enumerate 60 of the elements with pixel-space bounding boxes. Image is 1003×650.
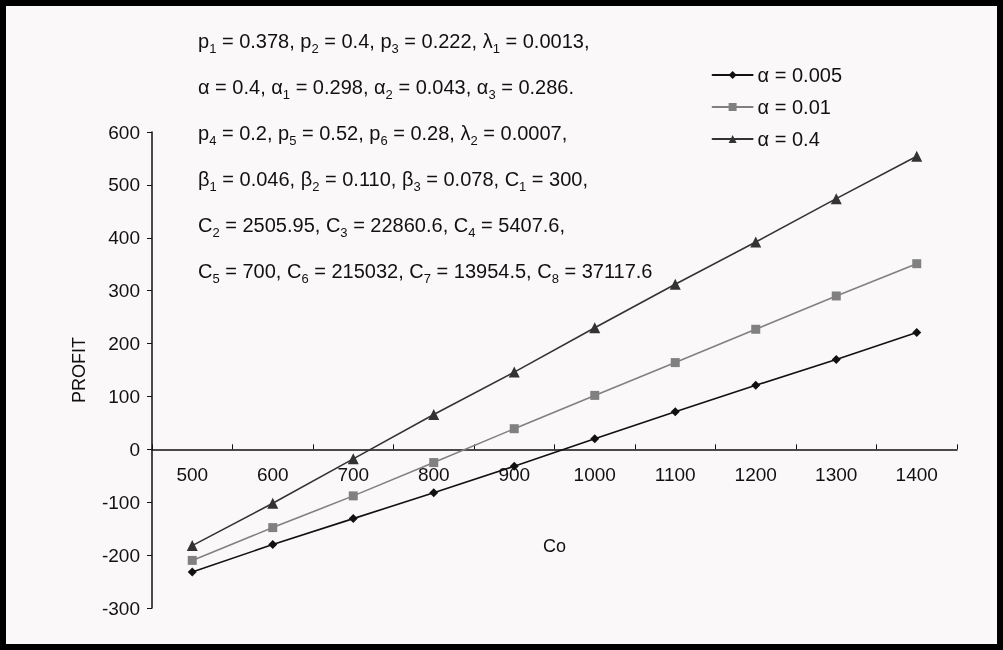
point (509, 424, 519, 434)
point (508, 366, 520, 378)
annotation: C$_{2}$ = 2505.95, C$_{3}$ = 22860.6, C$_{4}$ = 5407.6, (198, 213, 566, 242)
x-axis-title: Co (542, 536, 567, 557)
point (830, 193, 842, 205)
x-tick-label: 1000 (573, 464, 616, 486)
y-tick-label: -100 (101, 491, 140, 513)
point (348, 491, 358, 501)
y-tick-label: -200 (101, 544, 140, 566)
legend-label: α = 0.4 (757, 128, 820, 150)
point (590, 434, 600, 444)
point (670, 358, 680, 368)
point (348, 514, 358, 524)
point (267, 497, 279, 509)
x-tick-label: 500 (176, 464, 209, 486)
y-tick-label: -300 (101, 597, 140, 619)
x-tick-label: 800 (417, 464, 450, 486)
y-tick-label: 200 (108, 333, 140, 355)
point (429, 488, 439, 498)
text: β$_{1}$ = 0.046, β$_{2}$ = 0.110, β$_{3}$ = 0.078, C$_{1}$ = 300, (198, 168, 589, 194)
point (347, 453, 359, 465)
text: p$_{4}$ = 0.2, p$_{5}$ = 0.52, p$_{6}$ = 0.28, λ$_{2}$ = 0.0007, (198, 122, 568, 148)
point (670, 407, 680, 417)
y-tick-label: 300 (108, 280, 140, 302)
x-tick-label: 700 (337, 464, 370, 486)
point (429, 458, 439, 468)
point (750, 236, 762, 248)
point (186, 540, 198, 552)
y-tick-label: 500 (108, 174, 140, 196)
x-tick-label: 1400 (895, 464, 938, 486)
y-tick-label: 0 (129, 438, 140, 460)
text: p$_{1}$ = 0.378, p$_{2}$ = 0.4, p$_{3}$ = 0.222, λ$_{1}$ = 0.0013, (198, 30, 590, 56)
y-tick-label: 100 (108, 385, 140, 407)
point (187, 555, 197, 565)
point (751, 324, 761, 334)
y-tick-label: 600 (108, 121, 140, 143)
point (589, 322, 601, 334)
legend-label: α = 0.005 (757, 64, 842, 86)
y-axis-title: PROFIT (69, 337, 89, 403)
point (751, 380, 761, 390)
point (268, 523, 278, 533)
point (912, 259, 922, 269)
point (831, 354, 841, 364)
x-tick-label: 1300 (815, 464, 858, 486)
text: α = 0.4, α$_{1}$ = 0.298, α$_{2}$ = 0.043, α$_{3}$ = 0.286. (198, 75, 575, 104)
point (831, 291, 841, 301)
x-tick-label: 600 (256, 464, 289, 486)
point (428, 408, 440, 420)
point (590, 390, 600, 400)
x-tick-label: 1100 (654, 464, 696, 486)
x-tick-label: 1200 (734, 464, 777, 486)
x-tick-label: 900 (498, 464, 531, 486)
legend-label: α = 0.01 (757, 96, 831, 118)
point (187, 567, 197, 577)
y-tick-label: 400 (108, 227, 140, 249)
text: C$_{5}$ = 700, C$_{6}$ = 215032, C$_{7}$ = 13954.5, C$_{8}$ = 37117.6 (198, 260, 653, 286)
point (268, 540, 278, 550)
point (669, 278, 681, 290)
point (911, 150, 923, 162)
point (912, 327, 922, 337)
